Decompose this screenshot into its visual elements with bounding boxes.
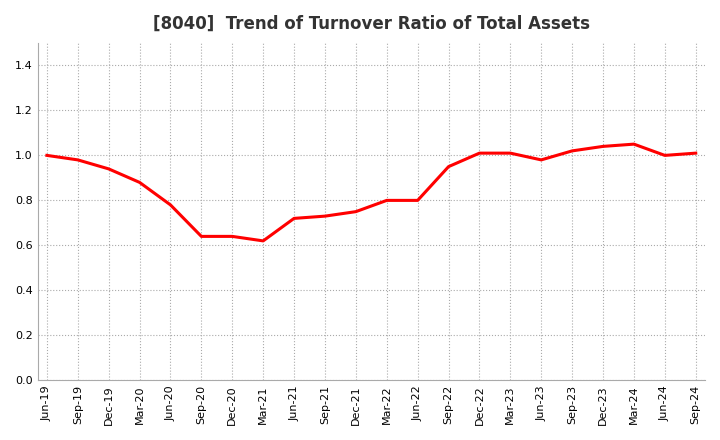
Title: [8040]  Trend of Turnover Ratio of Total Assets: [8040] Trend of Turnover Ratio of Total … (153, 15, 590, 33)
